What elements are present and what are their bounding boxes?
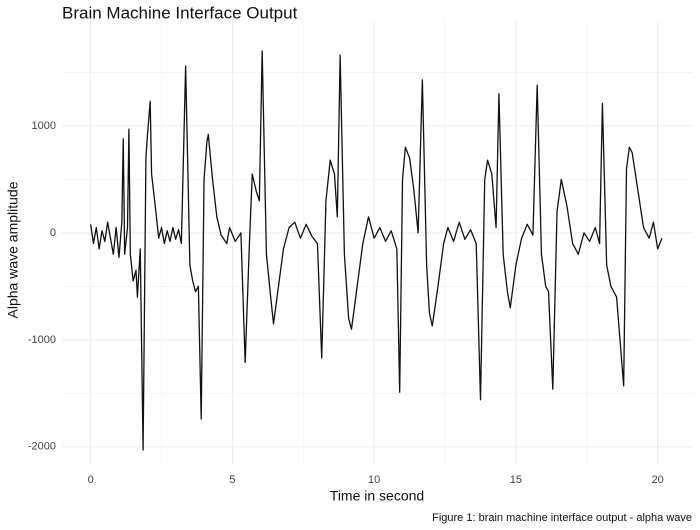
x-axis-label: Time in second — [330, 488, 424, 504]
x-tick-label: 5 — [229, 474, 235, 486]
caption: Figure 1: brain machine interface output… — [432, 512, 692, 524]
x-tick-label: 15 — [510, 474, 522, 486]
x-tick-label: 10 — [368, 474, 380, 486]
x-tick-label: 0 — [88, 474, 94, 486]
y-tick-label: 1000 — [32, 120, 56, 132]
line — [89, 50, 663, 451]
y-axis-label: Alpha wave amplitude — [5, 181, 21, 318]
x-tick-label: 20 — [652, 474, 664, 486]
chart-title: Brain Machine Interface Output — [62, 3, 298, 22]
y-tick-label: -2000 — [28, 441, 56, 453]
y-tick-label: 0 — [50, 227, 56, 239]
y-tick-label: -1000 — [28, 334, 56, 346]
